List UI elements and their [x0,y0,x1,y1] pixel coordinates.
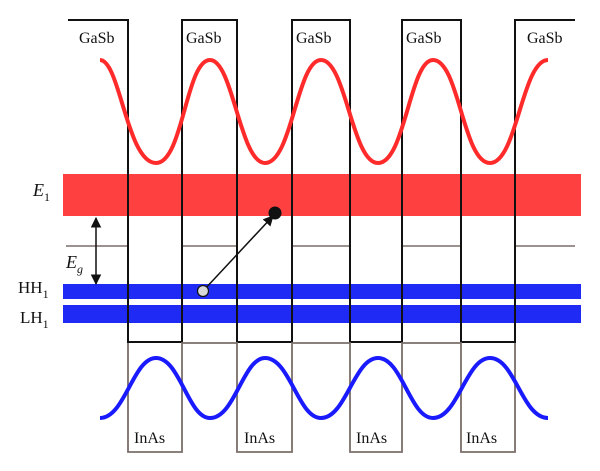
gasb-label: GaSb [406,30,442,47]
lh1-label: LH1 [20,308,49,331]
heavy-hole-miniband-hh1 [63,284,581,299]
electron-dot [268,206,282,220]
gasb-label: GaSb [186,30,222,47]
gasb-labels: GaSb GaSb GaSb GaSb GaSb [79,30,563,47]
electron-wavefunction [99,57,549,166]
e1-label: E1 [32,180,50,204]
eg-label: Eg [65,252,83,276]
hole-wavefunction [99,355,549,421]
inas-label: InAs [466,430,497,447]
light-hole-miniband-lh1 [63,305,581,323]
transition-arrow [202,215,274,292]
gasb-label: GaSb [296,30,332,47]
hh1-label: HH1 [18,278,49,301]
inas-label: InAs [134,430,165,447]
inas-labels: InAs InAs InAs InAs [134,430,497,447]
hole-dot [196,284,210,298]
electron-miniband-e1 [63,174,581,216]
gasb-label: GaSb [79,30,115,47]
gasb-label: GaSb [527,30,563,47]
valence-band-profile [127,342,516,453]
inas-label: InAs [244,430,275,447]
inas-label: InAs [356,430,387,447]
conduction-band-profile [68,19,575,343]
